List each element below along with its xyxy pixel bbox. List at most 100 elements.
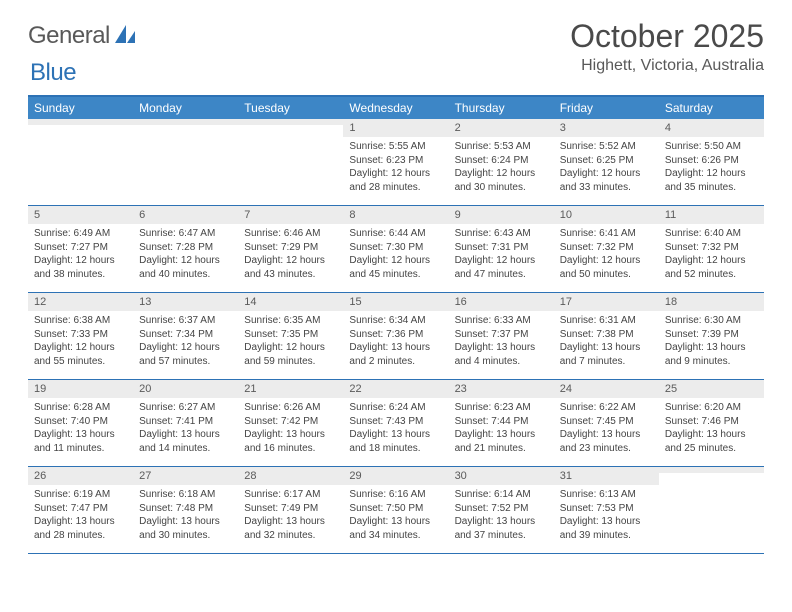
day-number: 24 <box>554 380 659 398</box>
sunrise-text: Sunrise: 5:53 AM <box>455 140 548 154</box>
daylight-text-1: Daylight: 13 hours <box>349 515 442 529</box>
day-number: 11 <box>659 206 764 224</box>
day-number: 29 <box>343 467 448 485</box>
sunset-text: Sunset: 7:41 PM <box>139 415 232 429</box>
day-info: Sunrise: 6:35 AMSunset: 7:35 PMDaylight:… <box>238 311 343 373</box>
daylight-text-1: Daylight: 12 hours <box>34 254 127 268</box>
day-info: Sunrise: 6:30 AMSunset: 7:39 PMDaylight:… <box>659 311 764 373</box>
day-number: 12 <box>28 293 133 311</box>
sunrise-text: Sunrise: 6:31 AM <box>560 314 653 328</box>
day-cell: 15Sunrise: 6:34 AMSunset: 7:36 PMDayligh… <box>343 293 448 379</box>
sunrise-text: Sunrise: 6:26 AM <box>244 401 337 415</box>
sunrise-text: Sunrise: 5:52 AM <box>560 140 653 154</box>
sunset-text: Sunset: 7:38 PM <box>560 328 653 342</box>
day-number: 28 <box>238 467 343 485</box>
sunrise-text: Sunrise: 6:28 AM <box>34 401 127 415</box>
day-info: Sunrise: 6:14 AMSunset: 7:52 PMDaylight:… <box>449 485 554 547</box>
sunset-text: Sunset: 7:44 PM <box>455 415 548 429</box>
daylight-text-1: Daylight: 12 hours <box>34 341 127 355</box>
daylight-text-1: Daylight: 12 hours <box>139 254 232 268</box>
sunset-text: Sunset: 7:31 PM <box>455 241 548 255</box>
day-info: Sunrise: 6:44 AMSunset: 7:30 PMDaylight:… <box>343 224 448 286</box>
sunrise-text: Sunrise: 6:27 AM <box>139 401 232 415</box>
day-info: Sunrise: 6:19 AMSunset: 7:47 PMDaylight:… <box>28 485 133 547</box>
sunset-text: Sunset: 7:39 PM <box>665 328 758 342</box>
sunrise-text: Sunrise: 6:19 AM <box>34 488 127 502</box>
day-info: Sunrise: 6:37 AMSunset: 7:34 PMDaylight:… <box>133 311 238 373</box>
sunset-text: Sunset: 6:25 PM <box>560 154 653 168</box>
day-number: 30 <box>449 467 554 485</box>
sunset-text: Sunset: 7:50 PM <box>349 502 442 516</box>
sunset-text: Sunset: 7:35 PM <box>244 328 337 342</box>
weeks-container: 1Sunrise: 5:55 AMSunset: 6:23 PMDaylight… <box>28 119 764 554</box>
day-number: 18 <box>659 293 764 311</box>
sunset-text: Sunset: 7:46 PM <box>665 415 758 429</box>
daylight-text-2: and 25 minutes. <box>665 442 758 456</box>
week-row: 26Sunrise: 6:19 AMSunset: 7:47 PMDayligh… <box>28 467 764 554</box>
daylight-text-2: and 57 minutes. <box>139 355 232 369</box>
sunrise-text: Sunrise: 6:24 AM <box>349 401 442 415</box>
day-number: 7 <box>238 206 343 224</box>
daylight-text-1: Daylight: 12 hours <box>455 254 548 268</box>
title-block: October 2025 Highett, Victoria, Australi… <box>570 18 764 75</box>
sunrise-text: Sunrise: 6:22 AM <box>560 401 653 415</box>
day-cell: 7Sunrise: 6:46 AMSunset: 7:29 PMDaylight… <box>238 206 343 292</box>
daylight-text-2: and 11 minutes. <box>34 442 127 456</box>
day-info: Sunrise: 6:20 AMSunset: 7:46 PMDaylight:… <box>659 398 764 460</box>
day-number: 25 <box>659 380 764 398</box>
day-info: Sunrise: 6:17 AMSunset: 7:49 PMDaylight:… <box>238 485 343 547</box>
day-number: 31 <box>554 467 659 485</box>
sunset-text: Sunset: 7:29 PM <box>244 241 337 255</box>
sunrise-text: Sunrise: 6:18 AM <box>139 488 232 502</box>
month-title: October 2025 <box>570 18 764 55</box>
day-cell: 28Sunrise: 6:17 AMSunset: 7:49 PMDayligh… <box>238 467 343 553</box>
day-number: 26 <box>28 467 133 485</box>
daylight-text-2: and 9 minutes. <box>665 355 758 369</box>
daylight-text-2: and 40 minutes. <box>139 268 232 282</box>
day-number: 6 <box>133 206 238 224</box>
daylight-text-1: Daylight: 13 hours <box>560 428 653 442</box>
daylight-text-2: and 37 minutes. <box>455 529 548 543</box>
sunrise-text: Sunrise: 5:55 AM <box>349 140 442 154</box>
sunset-text: Sunset: 7:32 PM <box>560 241 653 255</box>
daylight-text-1: Daylight: 13 hours <box>560 341 653 355</box>
day-number: 22 <box>343 380 448 398</box>
daylight-text-2: and 47 minutes. <box>455 268 548 282</box>
week-row: 5Sunrise: 6:49 AMSunset: 7:27 PMDaylight… <box>28 206 764 293</box>
daylight-text-1: Daylight: 12 hours <box>665 167 758 181</box>
day-info: Sunrise: 6:23 AMSunset: 7:44 PMDaylight:… <box>449 398 554 460</box>
sunset-text: Sunset: 7:30 PM <box>349 241 442 255</box>
day-header: Monday <box>133 97 238 119</box>
sunset-text: Sunset: 7:45 PM <box>560 415 653 429</box>
daylight-text-2: and 28 minutes. <box>34 529 127 543</box>
day-number: 14 <box>238 293 343 311</box>
daylight-text-1: Daylight: 12 hours <box>349 167 442 181</box>
sunset-text: Sunset: 7:36 PM <box>349 328 442 342</box>
day-number: 9 <box>449 206 554 224</box>
daylight-text-1: Daylight: 13 hours <box>665 341 758 355</box>
daylight-text-1: Daylight: 12 hours <box>560 167 653 181</box>
day-cell: 26Sunrise: 6:19 AMSunset: 7:47 PMDayligh… <box>28 467 133 553</box>
day-header: Saturday <box>659 97 764 119</box>
day-info: Sunrise: 6:34 AMSunset: 7:36 PMDaylight:… <box>343 311 448 373</box>
day-cell: 30Sunrise: 6:14 AMSunset: 7:52 PMDayligh… <box>449 467 554 553</box>
day-info: Sunrise: 6:18 AMSunset: 7:48 PMDaylight:… <box>133 485 238 547</box>
day-info: Sunrise: 6:46 AMSunset: 7:29 PMDaylight:… <box>238 224 343 286</box>
day-info: Sunrise: 6:31 AMSunset: 7:38 PMDaylight:… <box>554 311 659 373</box>
daylight-text-2: and 34 minutes. <box>349 529 442 543</box>
day-cell: 27Sunrise: 6:18 AMSunset: 7:48 PMDayligh… <box>133 467 238 553</box>
sunrise-text: Sunrise: 5:50 AM <box>665 140 758 154</box>
daylight-text-1: Daylight: 13 hours <box>349 428 442 442</box>
daylight-text-2: and 23 minutes. <box>560 442 653 456</box>
daylight-text-1: Daylight: 13 hours <box>560 515 653 529</box>
day-number: 20 <box>133 380 238 398</box>
day-cell <box>28 119 133 205</box>
sunrise-text: Sunrise: 6:14 AM <box>455 488 548 502</box>
day-cell: 12Sunrise: 6:38 AMSunset: 7:33 PMDayligh… <box>28 293 133 379</box>
sunrise-text: Sunrise: 6:23 AM <box>455 401 548 415</box>
day-cell: 17Sunrise: 6:31 AMSunset: 7:38 PMDayligh… <box>554 293 659 379</box>
daylight-text-2: and 16 minutes. <box>244 442 337 456</box>
day-cell: 6Sunrise: 6:47 AMSunset: 7:28 PMDaylight… <box>133 206 238 292</box>
day-number: 15 <box>343 293 448 311</box>
day-number: 1 <box>343 119 448 137</box>
